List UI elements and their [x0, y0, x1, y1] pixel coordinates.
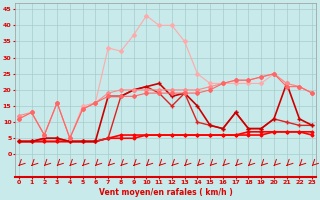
X-axis label: Vent moyen/en rafales ( km/h ): Vent moyen/en rafales ( km/h ) — [99, 188, 232, 197]
